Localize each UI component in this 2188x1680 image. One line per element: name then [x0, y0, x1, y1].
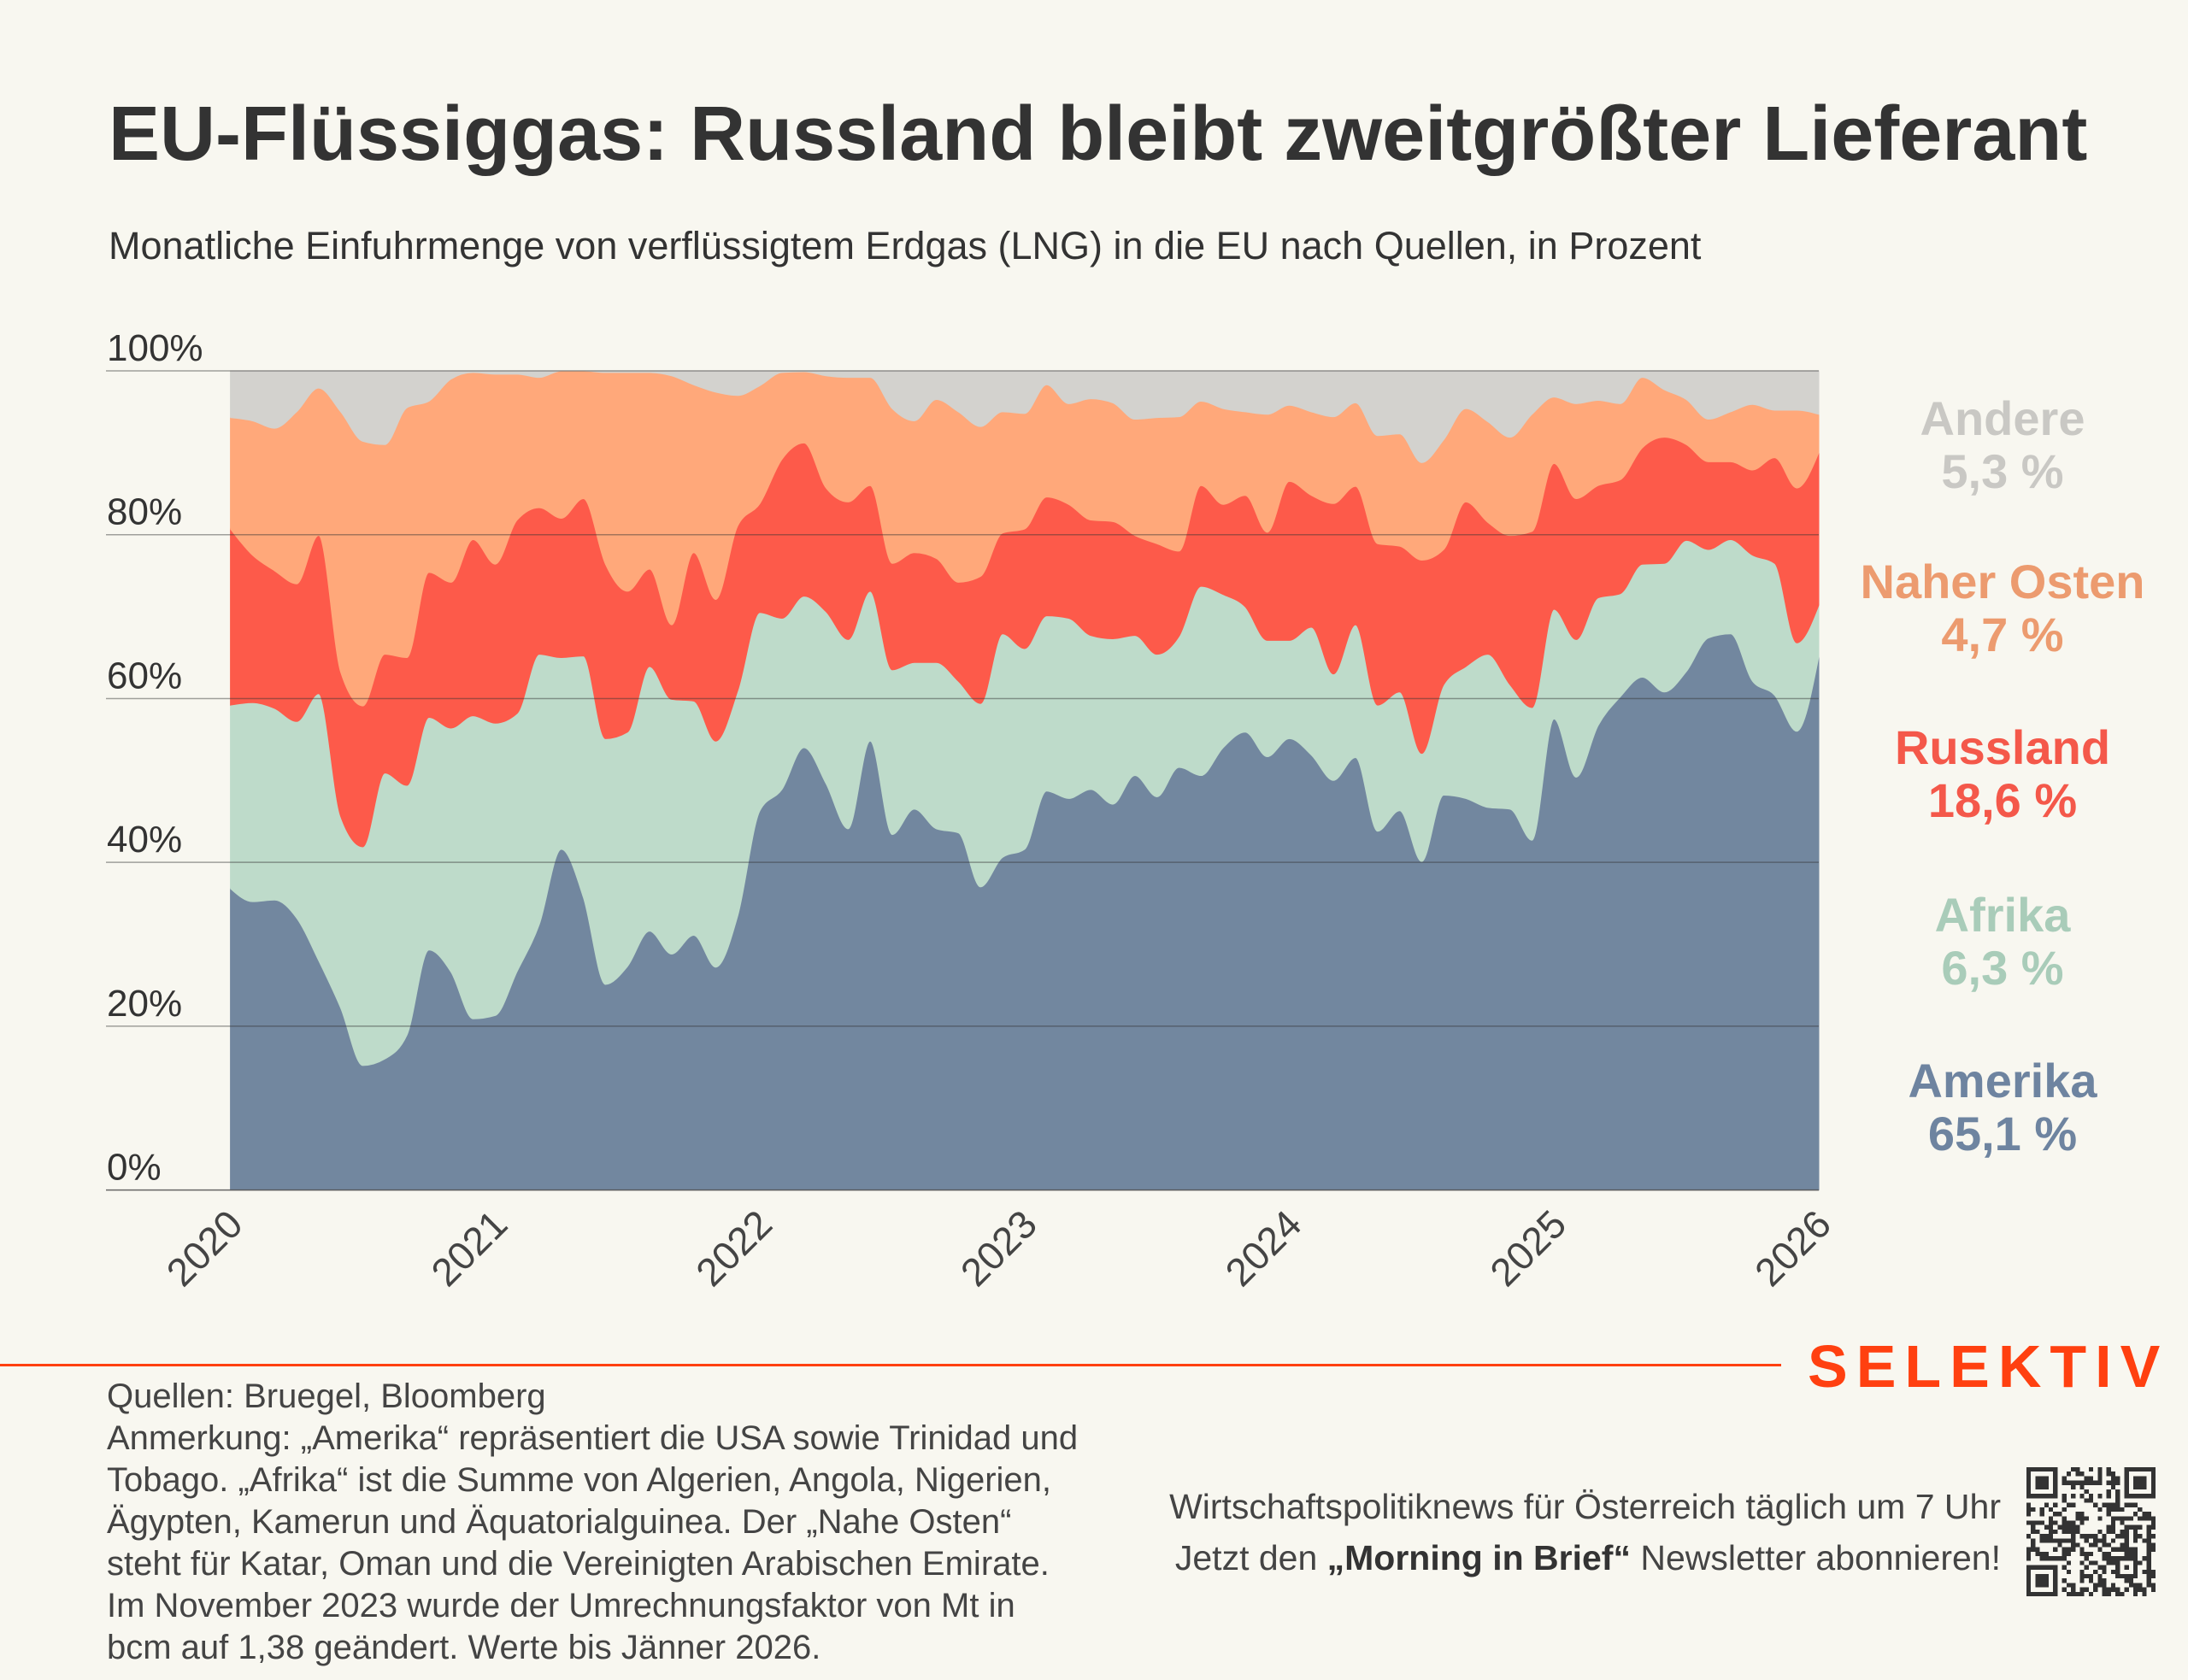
newsletter-cta-suffix: Newsletter abonnieren!: [1630, 1538, 2001, 1577]
legend-label: Andere: [1920, 391, 2085, 445]
newsletter-cta-prefix: Jetzt den: [1174, 1538, 1327, 1577]
note-line: Im November 2023 wurde der Umrechnungsfa…: [107, 1587, 1015, 1624]
y-tick-label: 80%: [107, 491, 182, 533]
qr-modules: [2026, 1467, 2156, 1596]
legend-label: Naher Osten: [1860, 555, 2145, 608]
x-tick-label: 2026: [1746, 1201, 1839, 1295]
note-line: Tobago. „Afrika“ ist die Summe von Alger…: [107, 1461, 1052, 1499]
legend-value: 5,3 %: [1941, 444, 2064, 498]
x-tick-label: 2021: [422, 1201, 515, 1295]
legend-value: 6,3 %: [1941, 941, 2064, 995]
note-line: Anmerkung: „Amerika“ repräsentiert die U…: [107, 1419, 1079, 1457]
chart-plot-area: [230, 370, 1820, 1191]
x-tick-label: 2025: [1481, 1201, 1574, 1295]
legend-value: 4,7 %: [1941, 608, 2064, 661]
legend-label: Afrika: [1934, 888, 2071, 942]
area-andere: [230, 370, 1820, 463]
legend-item-afrika: Afrika 6,3 %: [1832, 889, 2173, 995]
legend-item-andere: Andere 5,3 %: [1832, 392, 2173, 498]
chart-title: EU-Flüssiggas: Russland bleibt zweitgröß…: [109, 91, 2088, 177]
footer-notes: Quellen: Bruegel, Bloomberg Anmerkung: „…: [107, 1376, 1078, 1669]
source-text: Quellen: Bruegel, Bloomberg: [107, 1377, 546, 1415]
legend-item-russland: Russland 18,6 %: [1832, 721, 2173, 827]
newsletter-promo: Wirtschaftspolitiknews für Österreich tä…: [1169, 1481, 2001, 1583]
legend-value: 18,6 %: [1927, 773, 2078, 827]
newsletter-tagline: Wirtschaftspolitiknews für Österreich tä…: [1169, 1487, 2001, 1526]
note-line: Ägypten, Kamerun und Äquatorialguinea. D…: [107, 1503, 1012, 1541]
y-tick-label: 40%: [107, 819, 182, 861]
newsletter-name: „Morning in Brief“: [1326, 1538, 1631, 1577]
note-line: bcm auf 1,38 geändert. Werte bis Jänner …: [107, 1629, 821, 1666]
legend-item-amerika: Amerika 65,1 %: [1832, 1054, 2173, 1160]
x-tick-label: 2023: [952, 1201, 1045, 1295]
legend-value: 65,1 %: [1927, 1107, 2078, 1160]
y-tick-label: 60%: [107, 655, 182, 696]
x-tick-label: 2024: [1216, 1201, 1309, 1295]
newsletter-cta: Jetzt den „Morning in Brief“ Newsletter …: [1169, 1532, 2001, 1583]
y-tick-label: 100%: [107, 327, 203, 369]
note-line: steht für Katar, Oman und die Vereinigte…: [107, 1545, 1050, 1583]
x-tick-label: 2022: [687, 1201, 780, 1295]
y-tick-label: 20%: [107, 983, 182, 1025]
x-axis: 2020 2021 2022 2023 2024 2025 2026: [158, 1201, 1840, 1295]
y-axis: 100% 80% 60% 40% 20% 0%: [107, 327, 203, 1189]
footer-divider: [0, 1364, 1781, 1366]
stacked-area-chart: 100% 80% 60% 40% 20% 0% 2020 2021 2022 2…: [106, 327, 1840, 1295]
brand-logo: SELEKTIV: [1808, 1333, 2169, 1400]
chart-subtitle: Monatliche Einfuhrmenge von verflüssigte…: [109, 224, 1702, 267]
legend-label: Amerika: [1908, 1054, 2097, 1107]
y-tick-label: 0%: [107, 1147, 162, 1189]
legend-label: Russland: [1894, 720, 2111, 774]
y-gridlines: [106, 370, 1819, 1191]
x-tick-label: 2020: [158, 1201, 251, 1295]
qr-code-icon: [2026, 1467, 2156, 1596]
legend-item-naher-osten: Naher Osten 4,7 %: [1832, 555, 2173, 661]
